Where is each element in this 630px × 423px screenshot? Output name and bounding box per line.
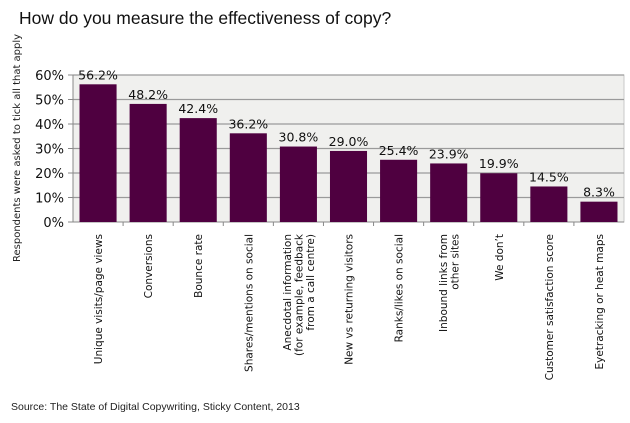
source-note: Source: The State of Digital Copywriting… bbox=[11, 401, 300, 413]
y-tick-label: 30% bbox=[35, 143, 64, 158]
bar bbox=[229, 133, 267, 222]
data-label: 36.2% bbox=[228, 116, 268, 131]
y-tick-label: 0% bbox=[43, 216, 64, 231]
data-label: 30.8% bbox=[279, 130, 319, 145]
data-label: 8.3% bbox=[583, 185, 615, 200]
data-label: 25.4% bbox=[379, 143, 419, 158]
chart-title: How do you measure the effectiveness of … bbox=[19, 8, 392, 28]
x-tick-label: New vs returning visitors bbox=[344, 234, 356, 365]
bar bbox=[329, 150, 368, 222]
x-tick-label: Unique visits/page views bbox=[93, 234, 105, 364]
data-label: 29.0% bbox=[329, 134, 369, 149]
x-tick-label: Shares/mentions on social bbox=[243, 234, 255, 372]
data-label: 23.9% bbox=[429, 146, 469, 161]
x-tick-label: Bounce rate bbox=[193, 234, 205, 298]
bar bbox=[430, 163, 468, 222]
x-tick-label: We don’t bbox=[494, 234, 506, 281]
data-label: 19.9% bbox=[479, 156, 519, 171]
x-tick-label: Customer satisfaction score bbox=[544, 234, 556, 380]
data-label: 56.2% bbox=[78, 67, 118, 82]
x-tick-label: (for example, feedback bbox=[293, 233, 305, 356]
bar bbox=[279, 146, 317, 222]
bar bbox=[530, 186, 568, 222]
y-tick-label: 20% bbox=[35, 167, 64, 182]
data-label: 48.2% bbox=[128, 87, 168, 102]
bar bbox=[179, 118, 217, 222]
bar bbox=[580, 201, 618, 222]
x-tick-label: Conversions bbox=[143, 234, 155, 298]
y-tick-label: 60% bbox=[35, 69, 64, 84]
x-tick-label: other sites bbox=[449, 234, 461, 290]
x-tick-label: from a call centre) bbox=[305, 234, 317, 331]
x-tick-label: Eyetracking or heat maps bbox=[594, 234, 606, 370]
x-tick-label: Inbound links from bbox=[438, 234, 450, 332]
x-tick-label: Anecdotal information bbox=[282, 234, 294, 351]
bar bbox=[380, 159, 418, 222]
bar bbox=[79, 84, 117, 222]
x-tick-label: Ranks/likes on social bbox=[394, 234, 406, 342]
y-tick-label: 50% bbox=[35, 94, 64, 109]
bar bbox=[480, 173, 518, 222]
data-label: 42.4% bbox=[178, 101, 218, 116]
y-tick-label: 40% bbox=[35, 118, 64, 133]
y-tick-label: 10% bbox=[35, 192, 64, 207]
data-label: 14.5% bbox=[529, 169, 569, 184]
bar bbox=[129, 103, 167, 222]
